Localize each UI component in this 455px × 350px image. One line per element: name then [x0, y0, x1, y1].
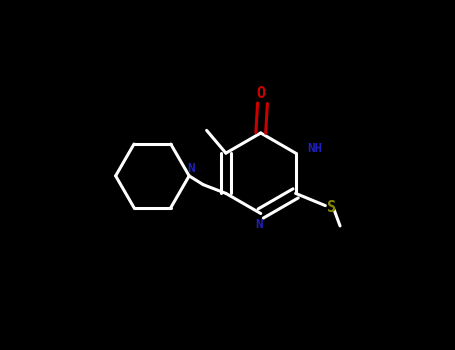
Text: NH: NH — [308, 142, 322, 155]
Text: S: S — [327, 200, 336, 215]
Text: O: O — [256, 86, 265, 101]
Text: N: N — [187, 162, 194, 175]
Text: N: N — [255, 218, 263, 231]
